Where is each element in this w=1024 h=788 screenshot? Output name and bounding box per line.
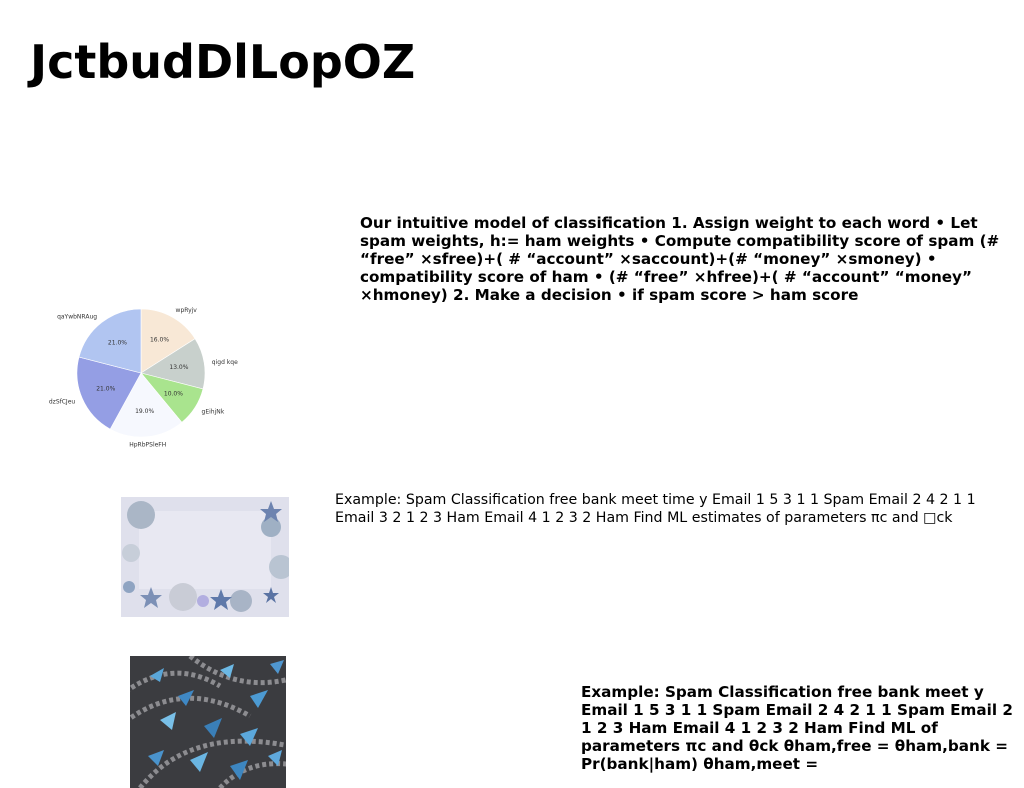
pie-category-label: qigd kqe bbox=[212, 359, 238, 366]
pie-pct-label: 13.0% bbox=[169, 364, 188, 371]
pie-slice-HpRbPSleFH bbox=[109, 372, 183, 438]
pie-category-label: dzSfCJeu bbox=[49, 398, 76, 405]
model-paragraph: Our intuitive model of classification 1.… bbox=[360, 214, 1000, 304]
pie-chart: 16.0% wpRyjv 13.0% qigd kqe 10.0% gEihjNk 19.0… bbox=[40, 278, 260, 478]
pie-chart-svg: 16.0% wpRyjv 13.0% qigd kqe 10.0% gEihjNk 19.0… bbox=[49, 307, 238, 448]
origami-birds-image bbox=[130, 656, 286, 788]
pie-pct-label: 21.0% bbox=[108, 340, 127, 347]
winter-decoration-image bbox=[121, 497, 289, 617]
pie-pct-label: 10.0% bbox=[164, 391, 183, 398]
page-title: JctbudDlLopOZ bbox=[30, 35, 416, 89]
example-paragraph-1: Example: Spam Classification free bank m… bbox=[335, 492, 976, 526]
pie-pct-label: 21.0% bbox=[96, 385, 115, 392]
pie-category-label: gEihjNk bbox=[202, 408, 225, 415]
pie-pct-label: 16.0% bbox=[150, 336, 169, 343]
pie-slice-dzSfCJeu bbox=[76, 356, 142, 430]
example-paragraph-2: Example: Spam Classification free bank m… bbox=[581, 683, 1013, 773]
pie-category-label: wpRyjv bbox=[176, 307, 198, 314]
pie-slice-wpRyjv bbox=[140, 308, 196, 374]
pie-slice-qaYwbNRAug bbox=[78, 308, 142, 374]
pie-pct-label: 19.0% bbox=[135, 408, 154, 415]
pie-category-label: HpRbPSleFH bbox=[129, 441, 166, 448]
pie-category-label: qaYwbNRAug bbox=[57, 313, 97, 320]
